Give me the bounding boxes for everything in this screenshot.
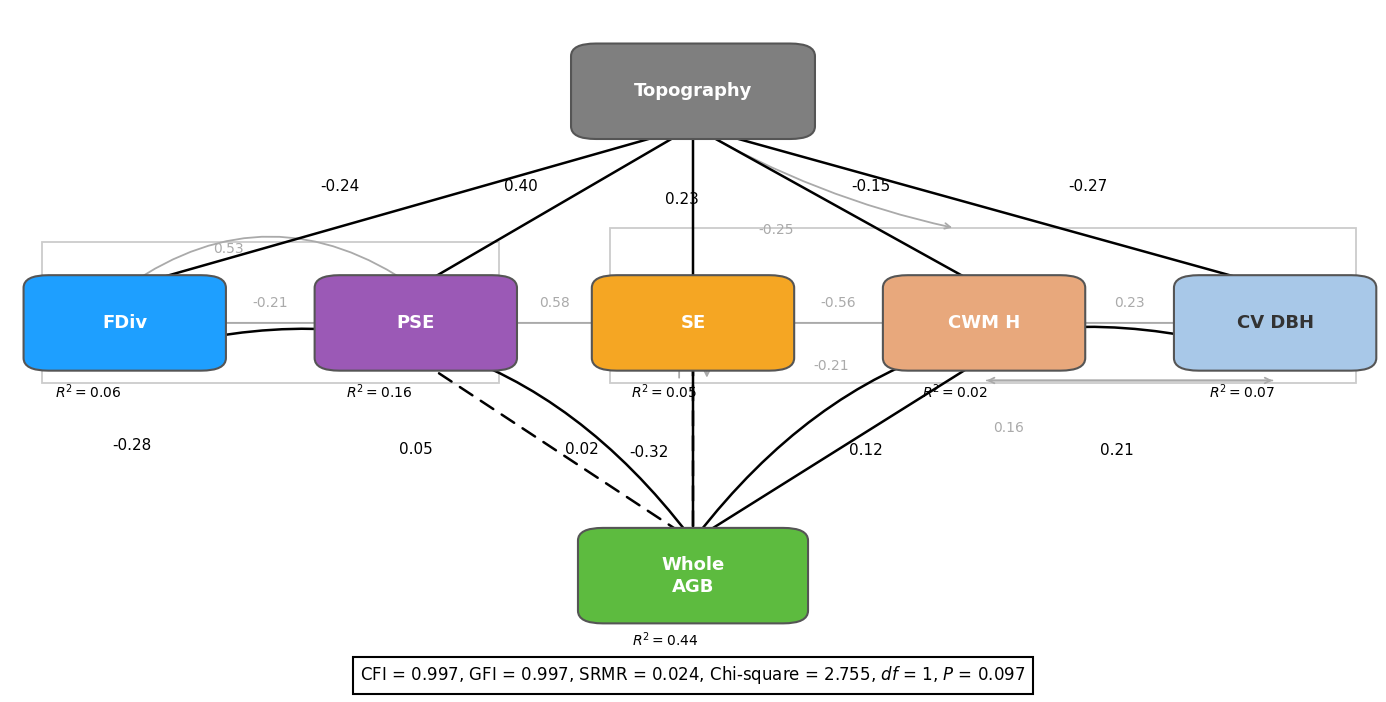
- Text: -0.24: -0.24: [320, 178, 359, 194]
- Text: 0.23: 0.23: [665, 192, 699, 207]
- Text: 0.53: 0.53: [213, 242, 244, 256]
- Text: $R^2 = 0.16$: $R^2 = 0.16$: [346, 383, 413, 401]
- FancyBboxPatch shape: [578, 528, 808, 623]
- Text: 0.21: 0.21: [1100, 443, 1134, 458]
- Text: -0.45: -0.45: [608, 359, 644, 373]
- Text: FDiv: FDiv: [103, 314, 147, 332]
- Text: -0.21: -0.21: [252, 296, 288, 310]
- FancyBboxPatch shape: [1174, 275, 1376, 371]
- Text: $R^2 = 0.07$: $R^2 = 0.07$: [1209, 383, 1275, 401]
- Bar: [610, 228, 1356, 383]
- Text: -0.28: -0.28: [112, 438, 151, 453]
- Text: $R^2 = 0.02$: $R^2 = 0.02$: [922, 383, 987, 401]
- Text: CFI = 0.997, GFI = 0.997, SRMR = 0.024, Chi-square = 2.755, $\mathit{df}$ = 1, $: CFI = 0.997, GFI = 0.997, SRMR = 0.024, …: [360, 664, 1026, 687]
- FancyBboxPatch shape: [592, 275, 794, 371]
- Text: PSE: PSE: [396, 314, 435, 332]
- FancyBboxPatch shape: [883, 275, 1085, 371]
- Text: CV DBH: CV DBH: [1236, 314, 1314, 332]
- Text: 0.12: 0.12: [850, 443, 883, 458]
- Text: SE: SE: [681, 314, 705, 332]
- Text: 0.02: 0.02: [565, 442, 599, 457]
- Text: 0.58: 0.58: [539, 296, 570, 310]
- Text: $R^2 = 0.44$: $R^2 = 0.44$: [632, 630, 699, 649]
- Text: 0.05: 0.05: [399, 442, 432, 457]
- FancyBboxPatch shape: [315, 275, 517, 371]
- Text: 0.40: 0.40: [505, 178, 538, 194]
- FancyBboxPatch shape: [571, 44, 815, 139]
- Text: 0.23: 0.23: [1114, 296, 1145, 310]
- FancyBboxPatch shape: [24, 275, 226, 371]
- Text: Whole
AGB: Whole AGB: [661, 555, 725, 596]
- Text: $R^2 = 0.06$: $R^2 = 0.06$: [55, 383, 122, 401]
- Text: -0.25: -0.25: [758, 223, 794, 237]
- Text: -0.32: -0.32: [629, 445, 668, 461]
- Text: Topography: Topography: [633, 82, 753, 100]
- Bar: [42, 242, 499, 383]
- Text: -0.27: -0.27: [1069, 178, 1107, 194]
- Text: 0.16: 0.16: [994, 421, 1024, 435]
- Text: -0.15: -0.15: [851, 178, 890, 194]
- Text: $R^2 = 0.05$: $R^2 = 0.05$: [631, 383, 696, 401]
- Text: CWM H: CWM H: [948, 314, 1020, 332]
- Text: -0.56: -0.56: [821, 296, 857, 310]
- Text: -0.21: -0.21: [814, 359, 850, 373]
